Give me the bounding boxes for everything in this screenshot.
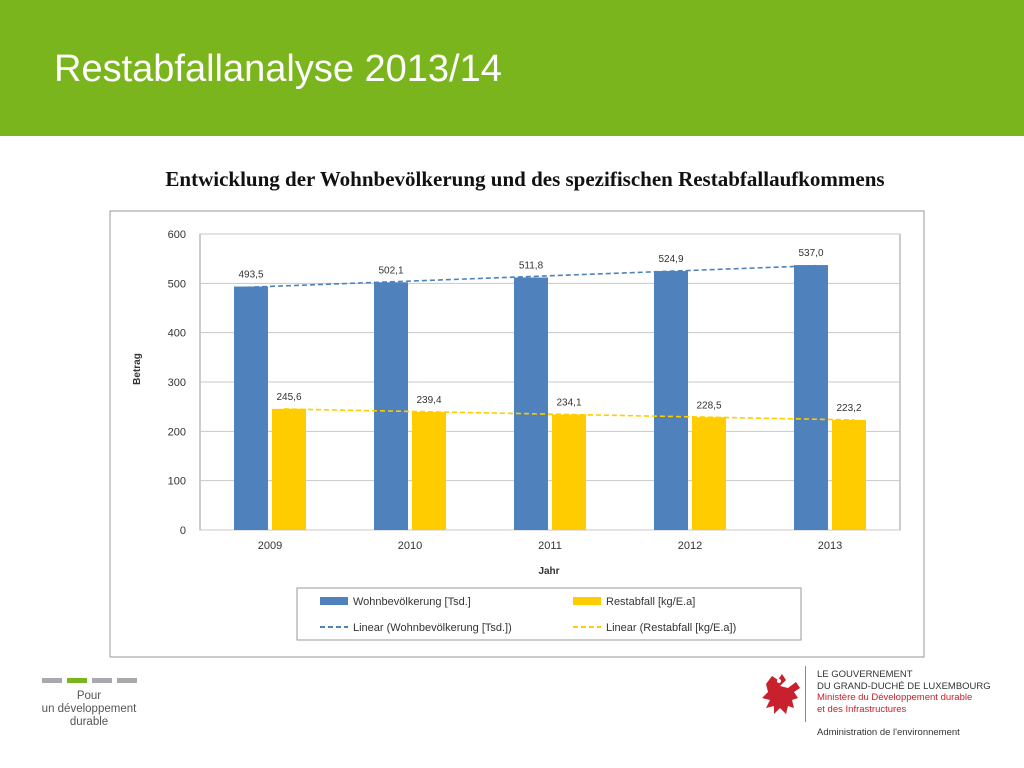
trendline-residual-waste xyxy=(283,408,855,421)
bar-population xyxy=(654,271,688,530)
data-label: 511,8 xyxy=(519,261,544,272)
data-label: 493,5 xyxy=(238,270,263,281)
bar-residual-waste xyxy=(832,419,866,530)
bar-residual-waste xyxy=(412,411,446,530)
legend-swatch-population xyxy=(320,597,348,605)
y-tick-label: 600 xyxy=(168,229,186,241)
legend-label-residual-waste: Restabfall [kg/E.a] xyxy=(606,596,695,608)
government-text: LE GOUVERNEMENT DU GRAND-DUCHÉ DE LUXEMB… xyxy=(817,669,991,715)
chart-title: Entwicklung der Wohnbevölkerung und des … xyxy=(165,167,885,191)
x-tick-label: 2012 xyxy=(678,540,702,552)
gov-divider xyxy=(805,666,806,722)
legend-label-trend-residual-waste: Linear (Restabfall [kg/E.a]) xyxy=(606,622,736,634)
red-lion-icon xyxy=(762,674,800,714)
legend xyxy=(296,587,802,641)
gridlines xyxy=(200,233,900,531)
data-label: 223,2 xyxy=(836,403,861,414)
data-label: 524,9 xyxy=(658,254,683,265)
data-label: 239,4 xyxy=(416,395,441,406)
bar-residual-waste xyxy=(692,417,726,530)
trendlines xyxy=(245,264,855,421)
bar-residual-waste xyxy=(272,408,306,530)
bar-population xyxy=(514,277,548,530)
pour-line-2: un développement xyxy=(41,703,137,715)
legend-label-population: Wohnbevölkerung [Tsd.] xyxy=(353,596,471,608)
legend-swatch-residual-waste xyxy=(573,597,601,605)
grey-dash xyxy=(42,678,62,683)
bar-population xyxy=(234,286,268,530)
y-tick-label: 0 xyxy=(180,525,186,537)
data-label: 234,1 xyxy=(556,398,581,409)
trendline-population xyxy=(245,264,817,289)
bar-residual-waste xyxy=(552,414,586,530)
gov-line-2: DU GRAND-DUCHÉ DE LUXEMBOURG xyxy=(817,680,991,692)
bar-population xyxy=(374,282,408,530)
x-tick-label: 2009 xyxy=(258,540,282,552)
x-tick-labels: 2009 2010 2011 2012 2013 xyxy=(258,540,842,552)
pour-line-1: Pour xyxy=(76,690,102,702)
page-title: Restabfallanalyse 2013/14 xyxy=(54,48,502,90)
y-tick-label: 300 xyxy=(168,377,186,389)
green-dash xyxy=(67,678,87,683)
y-tick-label: 100 xyxy=(168,476,186,488)
grey-dash xyxy=(117,678,137,683)
sustainable-development-text: Pour un développement durable xyxy=(40,690,138,729)
bars xyxy=(234,265,866,530)
header-bar: Restabfallanalyse 2013/14 xyxy=(0,0,1024,136)
x-axis-label: Jahr xyxy=(538,566,559,577)
y-tick-labels: 0 100 200 300 400 500 600 xyxy=(168,229,186,537)
y-axis-label: Betrag xyxy=(132,353,143,385)
data-labels: 493,5 245,6 502,1 239,4 511,8 234,1 524,9 228,5… xyxy=(238,248,861,414)
pour-line-3: durable xyxy=(69,716,109,728)
administration-text: Administration de l'environnement xyxy=(817,727,960,738)
gov-line-1: LE GOUVERNEMENT xyxy=(817,669,913,680)
ministry-line-1: Ministère du Développement durable xyxy=(817,692,973,703)
y-tick-label: 400 xyxy=(168,328,186,340)
bar-population xyxy=(794,265,828,530)
data-label: 537,0 xyxy=(798,248,823,259)
y-tick-label: 500 xyxy=(168,278,186,290)
grey-dash xyxy=(92,678,112,683)
y-tick-label: 200 xyxy=(168,426,186,438)
ministry-line-2: et des Infrastructures xyxy=(817,703,907,715)
legend-label-trend-population: Linear (Wohnbevölkerung [Tsd.]) xyxy=(353,622,512,634)
x-tick-label: 2010 xyxy=(398,540,422,552)
data-label: 228,5 xyxy=(696,400,721,411)
data-label: 502,1 xyxy=(378,265,403,276)
x-tick-label: 2011 xyxy=(538,540,562,552)
x-tick-label: 2013 xyxy=(818,540,842,552)
data-label: 245,6 xyxy=(276,392,301,403)
